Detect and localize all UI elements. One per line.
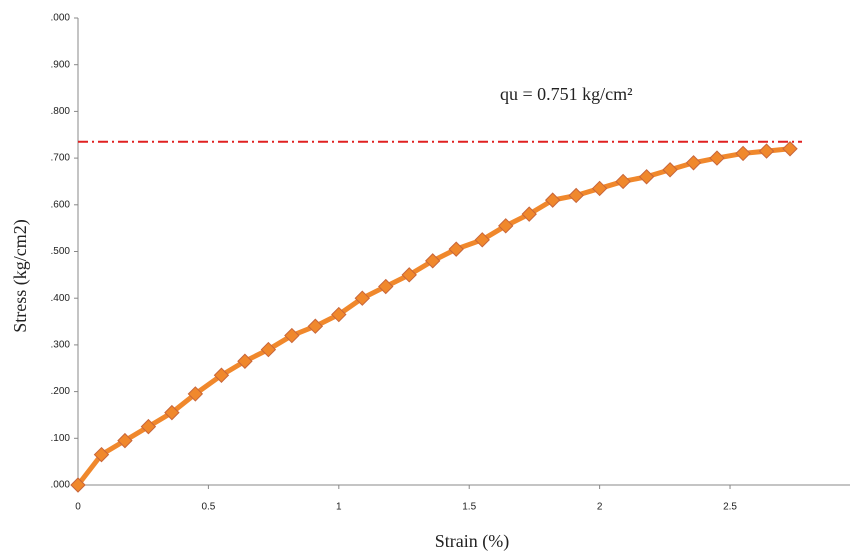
y-tick-label: .400 bbox=[51, 293, 71, 304]
y-tick-label: .000 bbox=[51, 13, 71, 24]
marker bbox=[638, 169, 655, 185]
marker bbox=[213, 367, 230, 383]
x-tick-label: 2.5 bbox=[723, 502, 737, 513]
marker bbox=[685, 155, 702, 171]
y-tick-label: .800 bbox=[51, 106, 71, 117]
marker bbox=[615, 173, 631, 190]
marker bbox=[735, 145, 751, 162]
y-tick-label: .200 bbox=[51, 386, 71, 397]
marker bbox=[758, 143, 775, 159]
marker bbox=[424, 253, 441, 269]
x-axis-title: Strain (%) bbox=[435, 531, 509, 552]
y-axis-title: Stress (kg/cm2) bbox=[10, 219, 31, 332]
y-tick-label: .900 bbox=[51, 59, 71, 70]
y-tick-label: .500 bbox=[51, 246, 71, 257]
line bbox=[76, 146, 791, 487]
x-tick-label: 2 bbox=[597, 502, 603, 513]
y-tick-label: .700 bbox=[51, 153, 71, 164]
marker bbox=[93, 446, 110, 463]
annotation: qu = 0.751 kg/cm² bbox=[500, 84, 633, 104]
y-tick-label: .000 bbox=[51, 480, 71, 491]
marker bbox=[568, 187, 584, 204]
marker bbox=[448, 241, 464, 257]
marker bbox=[140, 418, 157, 435]
marker bbox=[782, 141, 798, 157]
marker bbox=[401, 267, 417, 283]
marker bbox=[307, 318, 324, 334]
marker bbox=[284, 327, 300, 344]
marker bbox=[260, 341, 277, 358]
x-tick-label: 1 bbox=[336, 502, 342, 513]
x-tick-label: 0 bbox=[75, 502, 81, 513]
marker bbox=[498, 218, 514, 234]
marker bbox=[662, 162, 678, 178]
y-tick-label: .600 bbox=[51, 199, 71, 210]
marker bbox=[164, 404, 180, 421]
marker bbox=[237, 353, 253, 369]
marker bbox=[544, 192, 561, 208]
marker bbox=[591, 180, 608, 197]
y-tick-label: .300 bbox=[51, 340, 71, 351]
marker bbox=[70, 477, 86, 493]
marker bbox=[521, 206, 537, 222]
x-tick-label: 0.5 bbox=[201, 502, 215, 513]
marker bbox=[709, 150, 725, 166]
y-tick-label: .100 bbox=[51, 433, 71, 444]
marker bbox=[117, 432, 133, 449]
marker bbox=[474, 232, 490, 248]
marker bbox=[378, 278, 394, 295]
marker bbox=[354, 290, 370, 306]
marker bbox=[331, 306, 347, 323]
x-tick-label: 1.5 bbox=[462, 502, 476, 513]
marker bbox=[187, 386, 204, 402]
